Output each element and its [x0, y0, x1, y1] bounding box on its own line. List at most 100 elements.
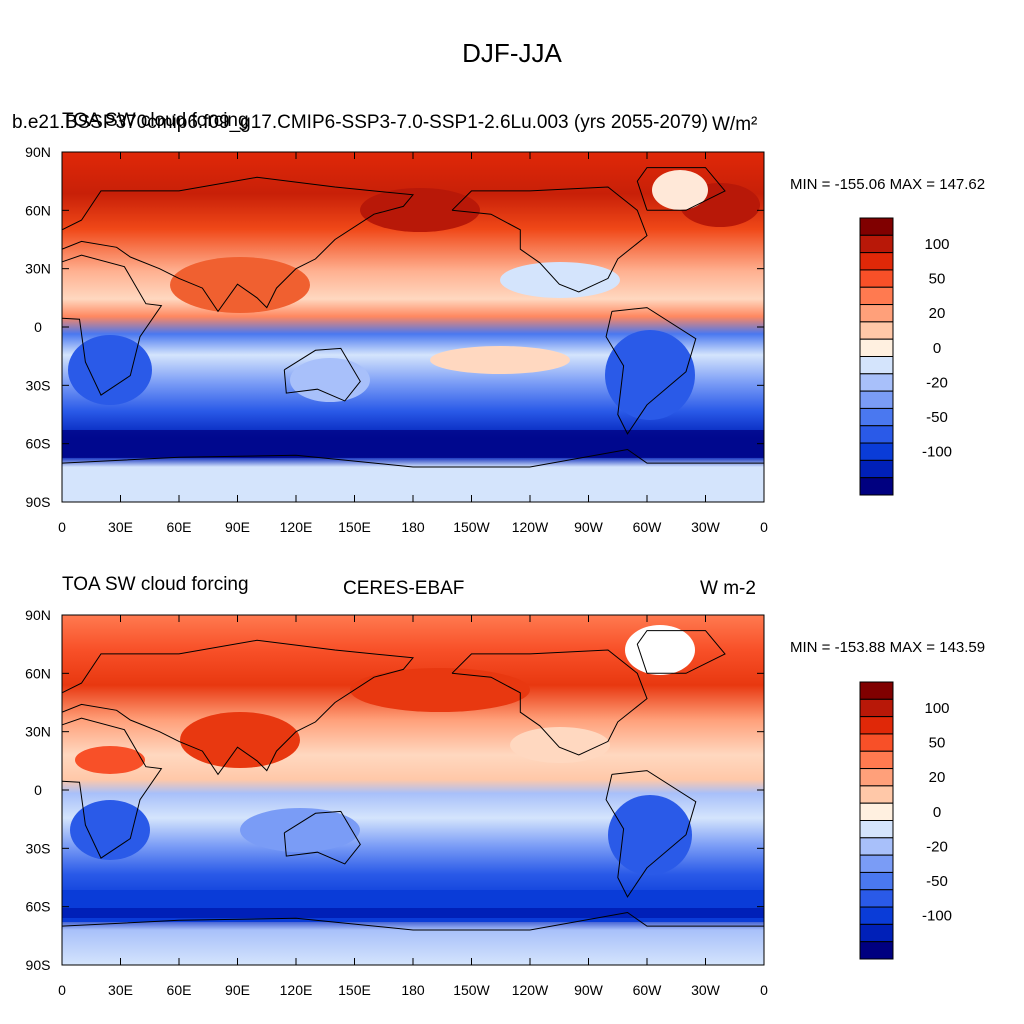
lon-tick-label: 0 — [58, 982, 66, 998]
colorbar-box — [859, 217, 894, 236]
lon-tick-label: 150E — [338, 519, 371, 535]
colorbar-box — [859, 854, 894, 873]
coastline — [605, 770, 697, 898]
lon-tick-label: 30E — [108, 982, 133, 998]
panel2-greenland — [625, 625, 695, 675]
panel1-australia — [290, 358, 370, 402]
colorbar-box — [859, 733, 894, 752]
colorbar-box — [859, 906, 894, 925]
colorbar-box — [859, 252, 894, 271]
lat-tick-label: 0 — [34, 319, 42, 335]
coastline — [62, 176, 414, 313]
lon-tick-label: 180 — [401, 982, 425, 998]
coastline — [605, 307, 697, 435]
panel1-colorbar: 100 50 20 0 -20 -50 -100 — [859, 217, 952, 496]
colorbar-label: -100 — [922, 444, 952, 461]
coastline — [636, 167, 726, 211]
colorbar-box — [859, 442, 894, 461]
panel2-map — [62, 615, 764, 965]
colorbar-label: 20 — [929, 305, 946, 322]
lon-tick-label: 150W — [453, 982, 490, 998]
lon-tick-label: 60E — [167, 982, 192, 998]
panel1-coastlines — [62, 167, 764, 468]
colorbar-box — [859, 356, 894, 375]
lon-tick-label: 120W — [512, 982, 549, 998]
colorbar-box — [859, 941, 894, 960]
lat-tick-label: 90N — [25, 607, 51, 623]
coastline — [62, 639, 414, 776]
colorbar-box — [859, 785, 894, 804]
colorbar-box — [859, 820, 894, 839]
lon-tick-label: 0 — [760, 519, 768, 535]
panel1-spac-warm — [430, 346, 570, 374]
colorbar-label: -50 — [926, 873, 948, 890]
panel2-africa-cool — [70, 800, 150, 860]
coastline — [451, 649, 648, 756]
panel2-minmax: MIN = -153.88 MAX = 143.59 — [790, 639, 986, 656]
lon-tick-label: 120E — [280, 982, 313, 998]
panel1-samerica-cool — [605, 330, 695, 420]
panel1-greenland — [652, 170, 708, 210]
colorbar-label: -20 — [926, 375, 948, 392]
lat-tick-label: 90N — [25, 144, 51, 160]
colorbar-box — [859, 286, 894, 306]
lat-tick-label: 60N — [25, 202, 51, 218]
coastline — [62, 448, 764, 468]
colorbar-label: 0 — [933, 804, 941, 821]
panel1-africa-cool — [68, 335, 152, 405]
axes: 90N 60N 30N 0 30S 60S 90S 0 30E 60E 90E 120E 150E 180… — [25, 144, 768, 998]
colorbar-label: 50 — [929, 271, 946, 288]
lon-tick-label: 90W — [574, 519, 604, 535]
panel1-asia-warm — [170, 257, 310, 313]
colorbar-box — [859, 802, 894, 822]
panel2-samerica-cool — [608, 795, 692, 875]
colorbar-label: 50 — [929, 735, 946, 752]
colorbar-box — [859, 477, 894, 496]
lat-tick-label: 30N — [25, 724, 51, 740]
colorbar-label: 0 — [933, 340, 941, 357]
figure-title: DJF-JJA — [462, 38, 562, 68]
colorbar-box — [859, 768, 894, 787]
panel1-map — [62, 152, 764, 502]
panel2-southern-ocean-core — [62, 908, 764, 918]
lat-tick-label: 90S — [26, 494, 51, 510]
coastline — [283, 810, 361, 865]
colorbar-box — [859, 373, 894, 392]
lon-tick-label: 120E — [280, 519, 313, 535]
colorbar-box — [859, 338, 894, 358]
colorbar-box — [859, 923, 894, 943]
lon-tick-label: 120W — [512, 519, 549, 535]
lon-tick-label: 30W — [691, 982, 721, 998]
colorbar-label: 100 — [924, 236, 949, 253]
lon-tick-label: 150W — [453, 519, 490, 535]
colorbar-box — [859, 407, 894, 427]
panel1-minmax: MIN = -155.06 MAX = 147.62 — [790, 176, 986, 193]
panel1-na-cool — [500, 262, 620, 298]
lon-tick-label: 180 — [401, 519, 425, 535]
lat-tick-label: 30S — [26, 377, 51, 393]
panel2-asia-warm — [180, 712, 300, 768]
colorbar-box — [859, 837, 894, 856]
colorbar-box — [859, 698, 894, 718]
coastline — [636, 630, 726, 674]
colorbar-label: 100 — [924, 700, 949, 717]
colorbar-box — [859, 425, 894, 444]
colorbar-box — [859, 716, 894, 735]
colorbar-box — [859, 304, 894, 323]
lon-tick-label: 90E — [225, 519, 250, 535]
colorbar-box — [859, 889, 894, 908]
lat-tick-label: 60S — [26, 899, 51, 915]
coastline — [451, 186, 648, 293]
lon-tick-label: 90E — [225, 982, 250, 998]
coastline — [283, 347, 361, 402]
panel2-maritime-cool — [240, 808, 360, 852]
lat-tick-label: 90S — [26, 957, 51, 973]
colorbar-box — [859, 234, 894, 254]
panel2-na-light — [510, 727, 610, 763]
lon-tick-label: 90W — [574, 982, 604, 998]
colorbar-box — [859, 459, 894, 479]
colorbar-box — [859, 681, 894, 700]
colorbar-label: -100 — [922, 908, 952, 925]
lon-tick-label: 60W — [633, 982, 663, 998]
